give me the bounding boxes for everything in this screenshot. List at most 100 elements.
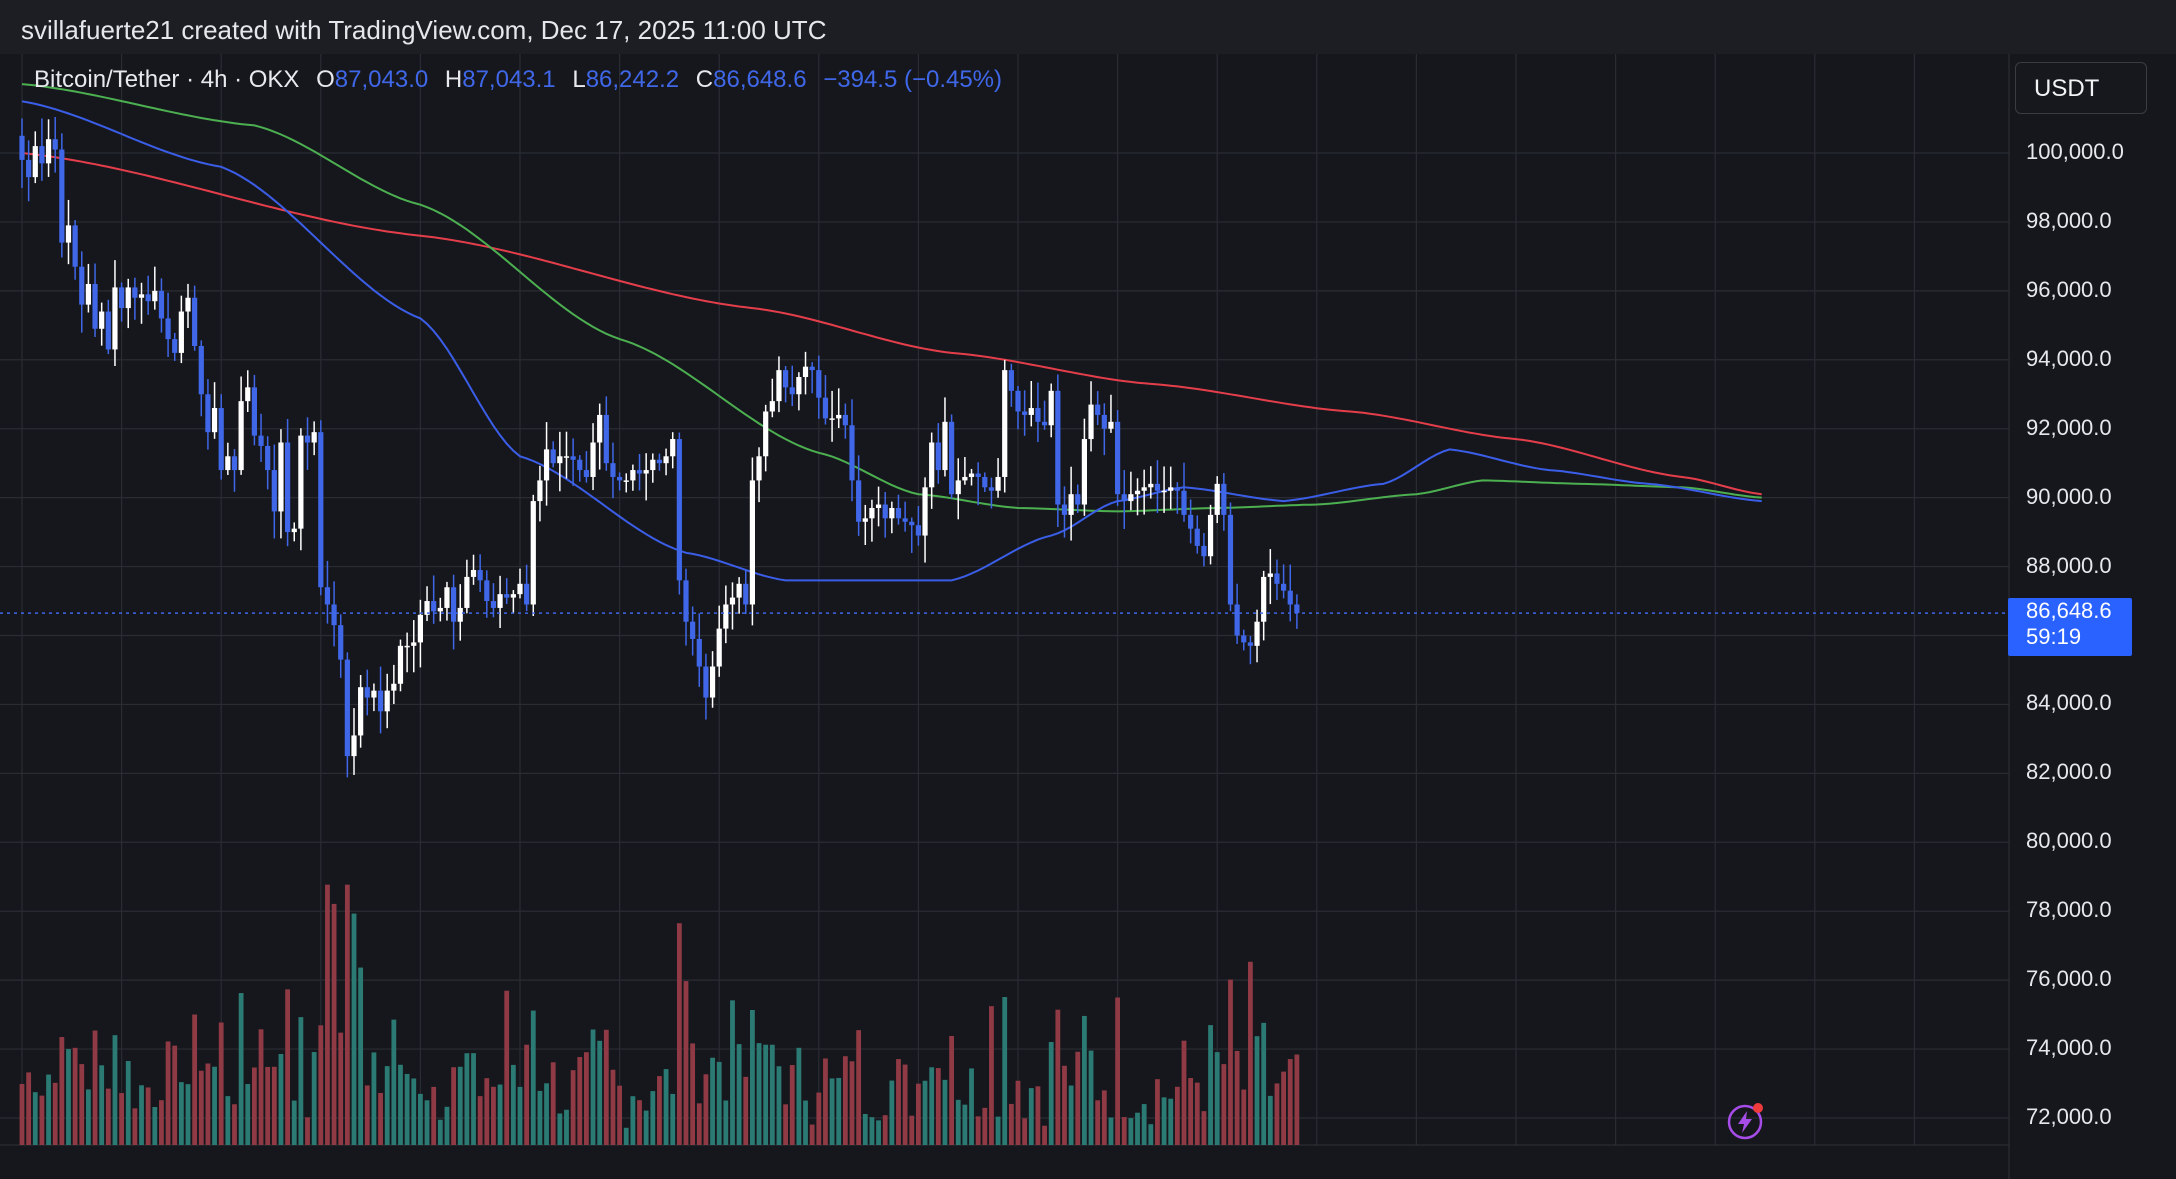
candle-body [1088, 404, 1094, 440]
candle [836, 388, 842, 429]
ohlc-legend: Bitcoin/Tether · 4h · OKX O87,043.0 H87,… [34, 66, 1002, 94]
candle-body [92, 283, 98, 329]
volume-bar [530, 1010, 536, 1145]
volume-bar [457, 1066, 463, 1145]
volume-bar [99, 1065, 105, 1145]
volume-bar [510, 1064, 516, 1145]
volume-bar [1248, 961, 1253, 1145]
volume-bar [1294, 1054, 1300, 1145]
volume-bar [212, 1066, 217, 1145]
candle-body [1115, 421, 1121, 495]
candle [218, 394, 224, 480]
volume-bar [1141, 1104, 1147, 1145]
volume-bar [577, 1057, 583, 1145]
candle-body [749, 480, 755, 605]
candle-body [304, 435, 311, 443]
candle-body [736, 583, 742, 598]
candle-body [1008, 370, 1014, 391]
candle [709, 651, 716, 708]
volume-bar [1121, 1117, 1127, 1145]
candle [909, 517, 915, 553]
candle [922, 477, 928, 563]
candle-body [1188, 514, 1194, 529]
volume-bar [670, 1093, 676, 1145]
volume-bar [756, 1043, 762, 1145]
candle [271, 444, 277, 539]
price-tick-label: 78,000.0 [2026, 897, 2112, 923]
candle-body [988, 487, 995, 491]
candle-body [809, 366, 815, 371]
volume-bar [869, 1117, 875, 1145]
volume-bar [52, 1082, 58, 1145]
candle [39, 118, 45, 181]
volume-bar [119, 1093, 124, 1145]
candle-body [377, 690, 384, 712]
candle-body [344, 659, 350, 757]
candle-body [1234, 604, 1240, 636]
candle-body [178, 311, 184, 353]
candle-body [962, 476, 968, 481]
volume-bar [537, 1090, 543, 1145]
candle-body [52, 139, 58, 150]
candle-body [490, 601, 497, 608]
candle [822, 375, 829, 425]
volume-bar [975, 1116, 981, 1145]
candle-body [603, 414, 609, 464]
volume-bar [437, 1119, 443, 1145]
candle [470, 554, 477, 585]
volume-bar [1155, 1079, 1160, 1145]
candle [570, 438, 576, 486]
candle [490, 583, 497, 618]
candle [1088, 381, 1094, 452]
volume-bar [783, 1104, 788, 1145]
volume-bar [1267, 1095, 1273, 1145]
volume-bar [411, 1078, 417, 1145]
candle-body [590, 442, 596, 477]
candle [537, 465, 543, 522]
volume-histogram [19, 884, 1300, 1145]
lightning-alert-icon[interactable] [1725, 1101, 1765, 1141]
candle [451, 574, 457, 650]
candle [630, 464, 636, 491]
symbol-label[interactable]: Bitcoin/Tether · 4h · OKX [34, 66, 300, 93]
volume-bar [391, 1019, 397, 1145]
price-tick-label: 76,000.0 [2026, 966, 2112, 992]
candle [404, 632, 410, 673]
candle [1115, 410, 1121, 506]
candle-body [298, 435, 304, 529]
candle-body [1028, 408, 1034, 415]
candle-body [311, 432, 317, 443]
candle [411, 620, 417, 673]
candle [736, 577, 742, 614]
candle [789, 365, 795, 407]
volume-bar [849, 1061, 855, 1145]
candle-body [26, 159, 32, 178]
low-value: 86,242.2 [585, 66, 680, 93]
candle [796, 372, 802, 411]
volume-bar [623, 1127, 629, 1145]
candle-body [696, 638, 702, 667]
volume-bar [351, 913, 357, 1145]
candle-body [431, 601, 437, 612]
candle [424, 586, 430, 622]
volume-bar [477, 1096, 483, 1145]
candle [52, 116, 58, 173]
candle [125, 278, 131, 329]
volume-bar [962, 1104, 968, 1145]
candle [995, 458, 1001, 498]
low-label: L [572, 66, 586, 93]
last-price-tag: 86,648.6 59:19 [2008, 598, 2132, 656]
volume-bar [245, 1084, 251, 1145]
candle [783, 365, 789, 403]
candle [185, 283, 191, 328]
candle [112, 260, 118, 366]
candle-body [417, 614, 423, 643]
volume-bar [384, 1066, 390, 1145]
volume-bar [338, 1032, 344, 1145]
volume-bar [1082, 1015, 1087, 1145]
volume-bar [378, 1092, 383, 1145]
candle [1287, 564, 1293, 622]
candle-body [79, 266, 85, 305]
currency-button[interactable]: USDT [2015, 62, 2147, 114]
